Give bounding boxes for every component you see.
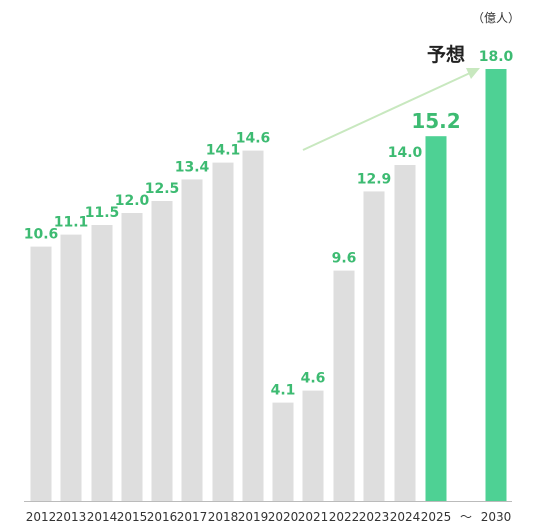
bar-2017 <box>181 179 203 501</box>
x-tick-2019: 2019 <box>238 510 269 524</box>
value-label-2022: 9.6 <box>332 251 357 267</box>
x-tick-labels-group: 2012 2013 2014 2015 2016 2017 2018 2019 2020 2021… <box>26 510 512 524</box>
bar-2020 <box>272 402 294 501</box>
value-label-2015: 12.0 <box>115 193 150 209</box>
x-tick-2013: 2013 <box>56 510 87 524</box>
x-tick-2021: 2021 <box>298 510 329 524</box>
x-tick-2015: 2015 <box>117 510 148 524</box>
bar-2023 <box>363 191 385 501</box>
bar-2024 <box>394 165 416 501</box>
value-label-2013: 11.1 <box>54 215 89 231</box>
x-tick-2023: 2023 <box>359 510 390 524</box>
x-tick-2012: 2012 <box>26 510 57 524</box>
value-label-2020: 4.1 <box>271 383 296 399</box>
bar-2019 <box>242 150 264 501</box>
bar-2021 <box>302 390 324 501</box>
bar-2022 <box>333 270 355 501</box>
bar-2012 <box>30 246 52 501</box>
value-label-2025: 15.2 <box>411 109 460 133</box>
trend-arrow-head <box>466 68 480 79</box>
bars-group <box>30 69 507 501</box>
value-label-2014: 11.5 <box>85 205 120 221</box>
value-label-2012: 10.6 <box>24 227 59 243</box>
value-label-2030: 18.0 <box>479 49 514 65</box>
value-label-2018: 14.1 <box>206 143 241 159</box>
bar-2016 <box>151 201 173 501</box>
value-label-2016: 12.5 <box>145 181 180 197</box>
trend-arrow-line <box>302 72 471 151</box>
bar-2014 <box>91 225 113 501</box>
x-tick-2022: 2022 <box>329 510 360 524</box>
bar-2018 <box>212 162 234 501</box>
value-label-2019: 14.6 <box>236 131 271 147</box>
forecast-label: 予想 <box>427 43 465 66</box>
x-tick-2018: 2018 <box>208 510 239 524</box>
bar-2025 <box>425 136 447 501</box>
axis-break-symbol: ～ <box>460 510 472 524</box>
x-tick-2014: 2014 <box>87 510 118 524</box>
x-tick-2016: 2016 <box>147 510 178 524</box>
bar-2015 <box>121 213 143 501</box>
bar-2013 <box>60 234 82 501</box>
unit-label: （億人） <box>472 11 520 25</box>
x-tick-2020: 2020 <box>268 510 299 524</box>
bar-2030 <box>485 69 507 501</box>
x-tick-2017: 2017 <box>177 510 208 524</box>
trend-arrow <box>302 68 480 151</box>
x-tick-2025: 2025 <box>421 510 452 524</box>
value-label-2024: 14.0 <box>388 145 423 161</box>
value-label-2021: 4.6 <box>301 371 326 387</box>
value-label-2023: 12.9 <box>357 171 392 187</box>
value-label-2017: 13.4 <box>175 159 210 175</box>
x-tick-2024: 2024 <box>390 510 421 524</box>
x-tick-2030: 2030 <box>481 510 512 524</box>
value-labels-group: 10.611.111.512.012.5 13.414.114.6 4.1 4.6 9.… <box>24 49 514 399</box>
